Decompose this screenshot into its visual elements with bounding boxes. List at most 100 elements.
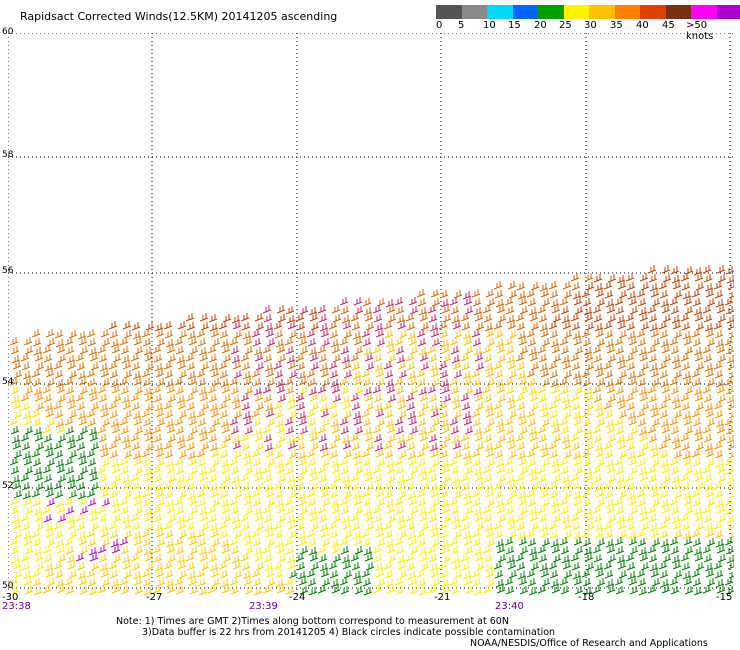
wind-barb	[232, 521, 242, 530]
wind-barb	[141, 369, 151, 378]
wind-barb	[639, 313, 649, 322]
wind-barb	[56, 385, 66, 394]
wind-barb	[306, 449, 316, 458]
wind-barb	[343, 450, 353, 459]
wind-barb	[144, 513, 154, 522]
wind-barb	[264, 363, 274, 372]
wind-barb	[310, 402, 320, 411]
wind-barb	[516, 402, 526, 411]
wind-barb	[691, 449, 701, 458]
wind-barb	[207, 385, 217, 394]
wind-barb	[483, 514, 493, 523]
wind-barb	[508, 370, 518, 379]
wind-barb	[494, 530, 504, 539]
wind-barb	[109, 490, 119, 499]
wind-barb	[134, 586, 144, 595]
wind-barb	[552, 554, 562, 563]
wind-barb	[409, 546, 419, 555]
wind-barb	[350, 513, 360, 522]
wind-barb	[442, 314, 452, 323]
wind-barb	[174, 497, 184, 506]
wind-barb	[636, 529, 646, 538]
wind-barb	[405, 433, 415, 442]
wind-barb	[264, 523, 274, 532]
wind-barb	[233, 570, 243, 579]
wind-barb	[374, 523, 384, 532]
wind-barb	[647, 585, 657, 594]
wind-barb	[254, 553, 264, 562]
wind-barb	[581, 529, 591, 538]
wind-barb	[538, 314, 548, 323]
wind-barb	[79, 386, 89, 395]
wind-barb	[672, 561, 682, 570]
wind-barb	[714, 450, 724, 459]
wind-barb	[174, 537, 184, 546]
wind-barb	[691, 329, 701, 338]
wind-barb	[726, 435, 734, 444]
wind-barb	[705, 569, 715, 578]
wind-barb	[264, 323, 274, 332]
wind-barb	[122, 401, 132, 410]
wind-barb	[506, 475, 516, 484]
wind-barb	[395, 586, 405, 595]
wind-barb	[119, 497, 129, 506]
wind-barb	[691, 369, 701, 378]
wind-barb	[143, 467, 153, 476]
wind-barb	[299, 426, 309, 435]
wind-barb	[219, 330, 229, 339]
wind-barb	[431, 578, 441, 587]
wind-barb	[616, 395, 626, 404]
wind-barb	[197, 378, 207, 387]
wind-barb	[89, 553, 99, 562]
wind-barb	[67, 401, 77, 410]
wind-barb	[671, 395, 681, 404]
wind-barb	[21, 522, 31, 531]
wind-barb	[584, 513, 594, 522]
wind-barb	[692, 578, 702, 587]
wind-barb	[284, 457, 294, 466]
wind-barb	[307, 378, 317, 387]
wind-barb	[563, 410, 573, 419]
wind-barb	[298, 577, 308, 586]
wind-barb	[398, 570, 408, 579]
wind-barb	[496, 505, 506, 514]
wind-barb	[551, 465, 561, 474]
wind-barb	[295, 473, 305, 482]
wind-barb	[726, 355, 734, 364]
wind-barb	[252, 578, 262, 587]
wind-barb	[244, 386, 254, 395]
wind-barb	[661, 545, 671, 554]
wind-barb	[288, 410, 298, 419]
wind-barb	[452, 321, 462, 330]
wind-barb	[364, 433, 374, 442]
wind-barb	[629, 466, 639, 475]
wind-barb	[276, 345, 286, 354]
wind-barb	[648, 474, 658, 483]
wind-barb	[361, 329, 371, 338]
wind-barb	[153, 434, 163, 443]
wind-barb	[156, 378, 166, 387]
wind-barb	[90, 362, 100, 371]
wind-barb	[145, 362, 155, 371]
wind-barb	[199, 313, 209, 322]
wind-barb	[405, 473, 415, 482]
wind-barb	[673, 490, 683, 499]
wind-barb	[662, 354, 672, 363]
wind-barb	[717, 314, 727, 323]
wind-barb	[669, 457, 679, 466]
wind-barb	[386, 505, 396, 514]
wind-barb	[428, 514, 438, 523]
wind-barb	[418, 387, 428, 396]
wind-barb	[186, 402, 196, 411]
wind-barb	[582, 538, 592, 547]
wind-barb	[441, 345, 451, 354]
wind-barb	[519, 426, 529, 435]
wind-barb	[540, 489, 550, 498]
wind-barb	[222, 314, 232, 323]
wind-barb	[394, 577, 404, 586]
wind-barb	[592, 305, 602, 314]
wind-barb	[11, 475, 21, 484]
wind-barb	[328, 401, 338, 410]
wind-barb	[595, 289, 605, 298]
wind-barb	[342, 321, 352, 330]
